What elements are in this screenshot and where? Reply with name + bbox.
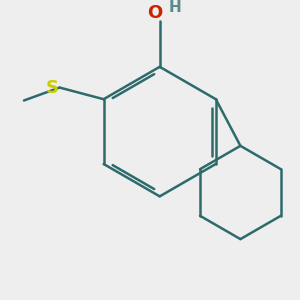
Text: O: O xyxy=(147,4,162,22)
Text: S: S xyxy=(45,79,58,97)
Text: H: H xyxy=(168,0,181,15)
